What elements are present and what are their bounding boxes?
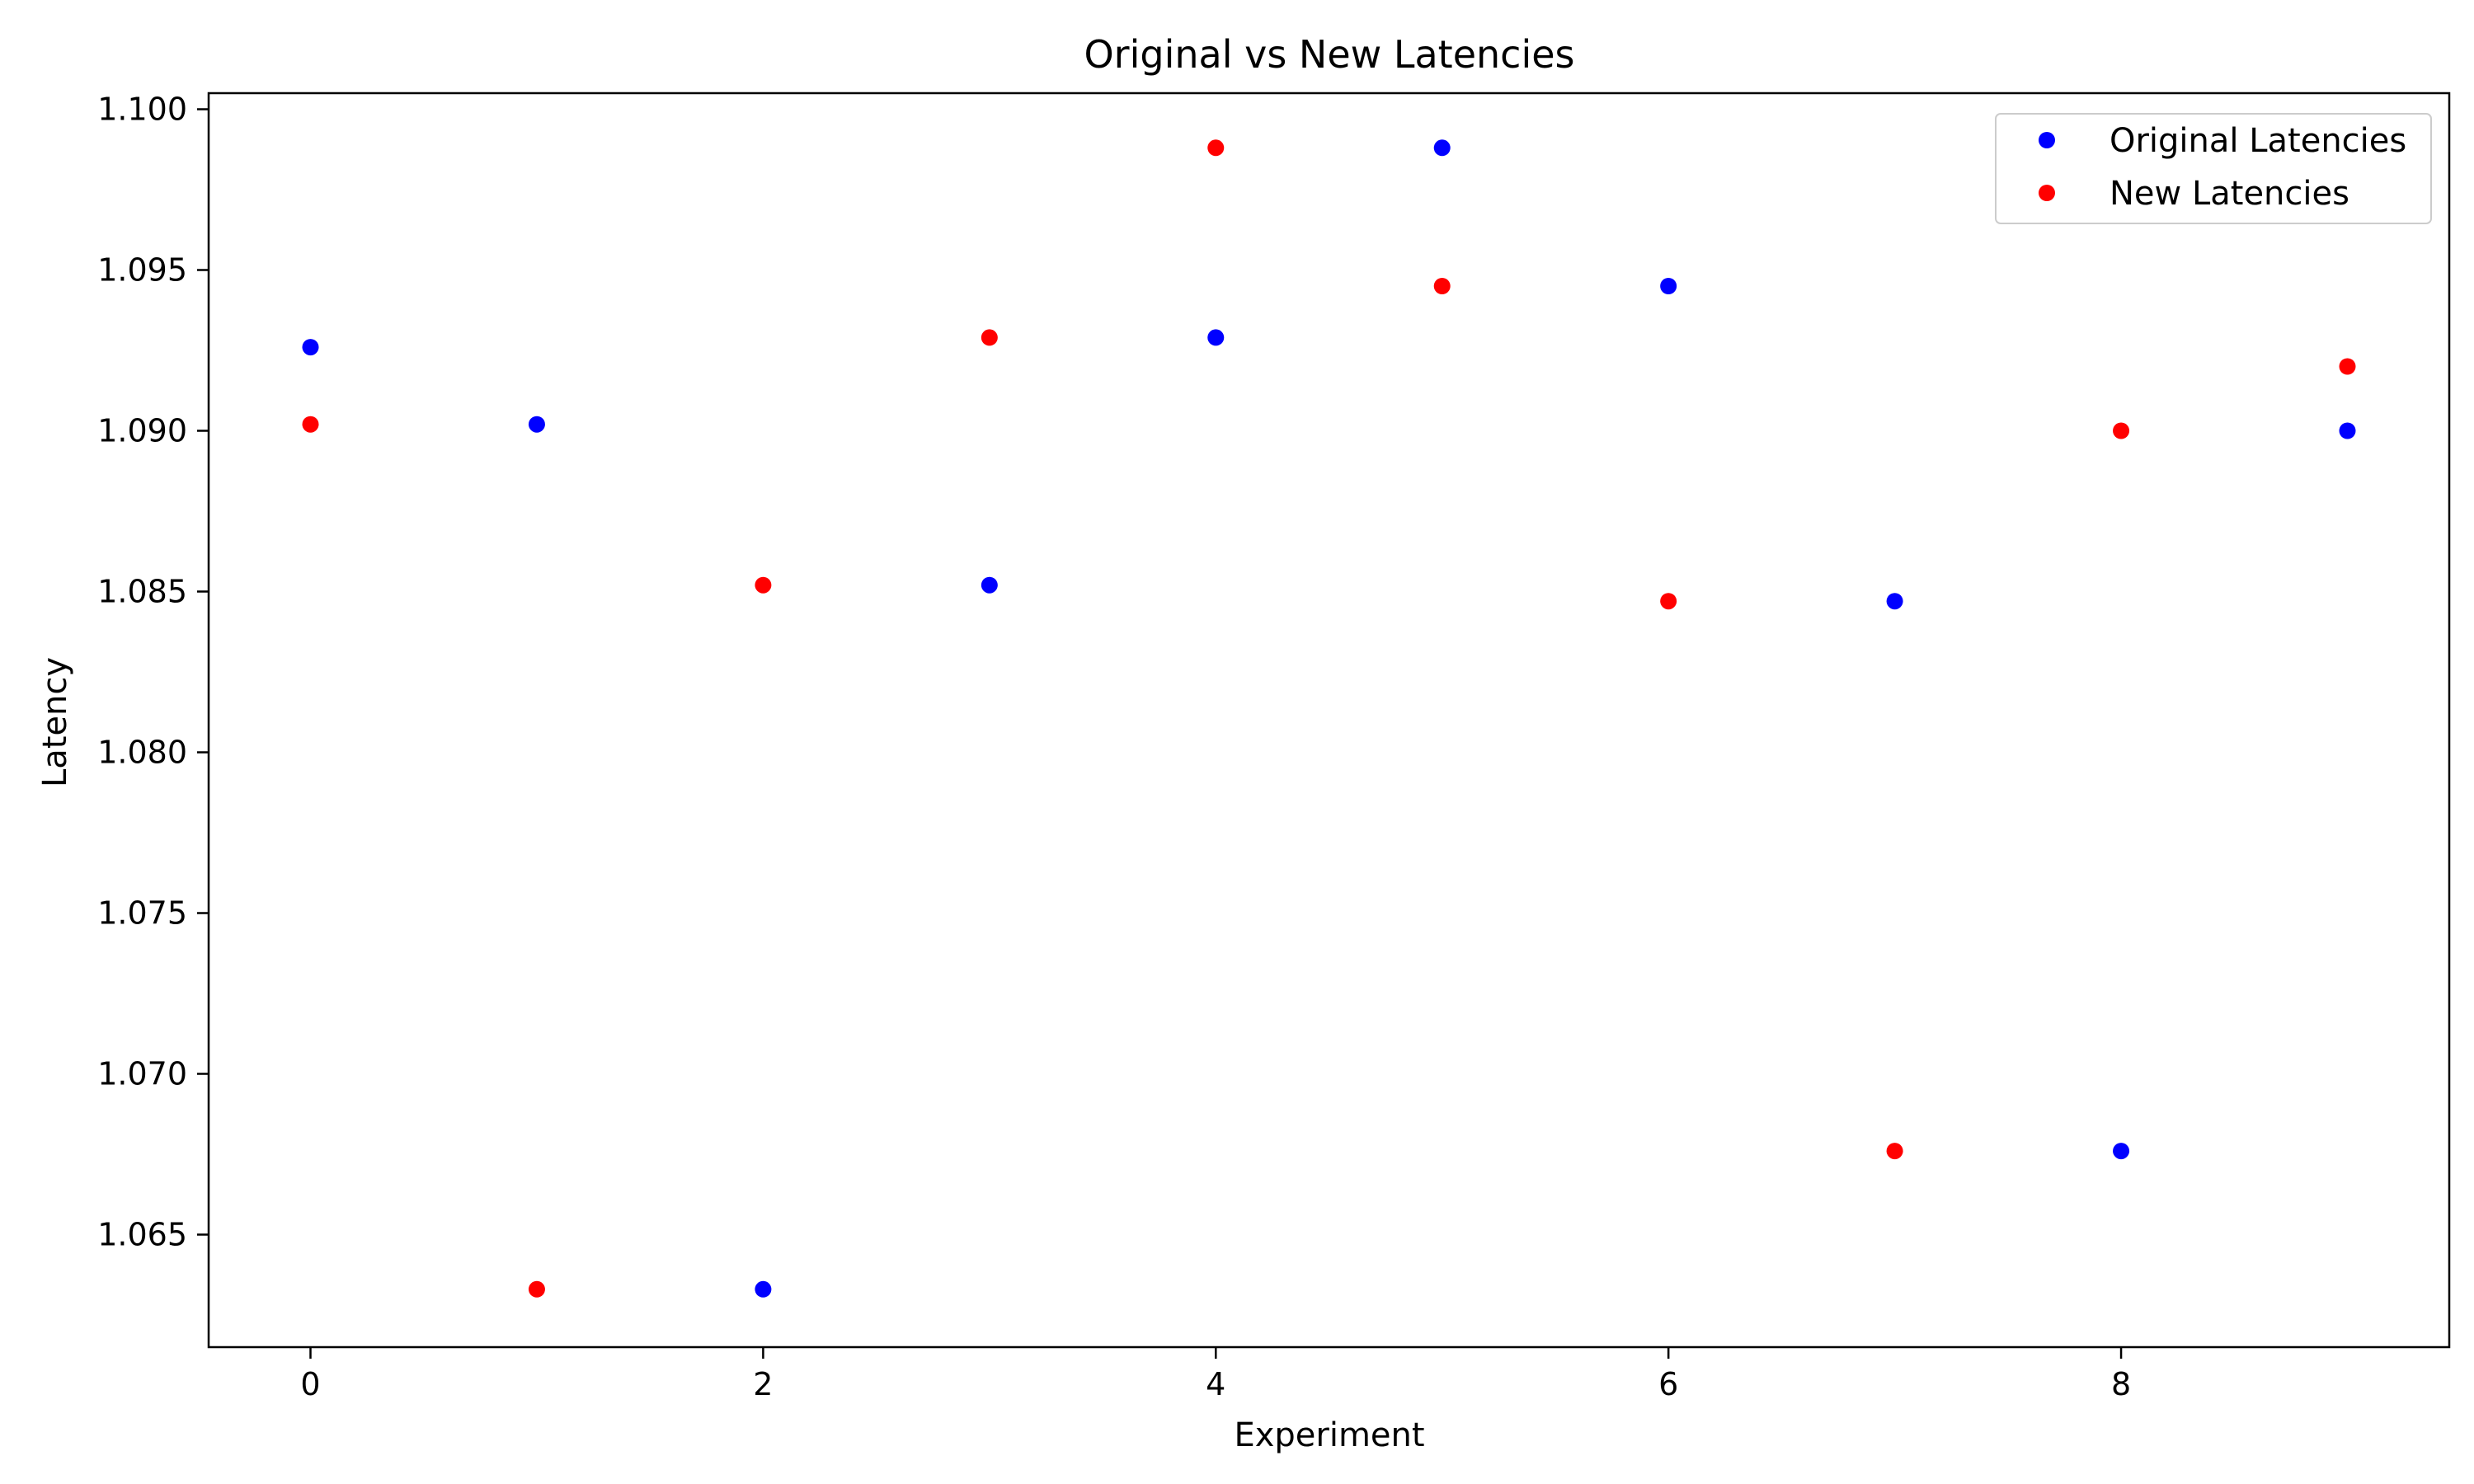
data-point [1207,139,1225,157]
data-point [2339,422,2356,439]
data-point [302,416,319,433]
y-axis-title: Latency [36,657,74,787]
x-tick-label: 4 [1206,1366,1225,1402]
data-point [528,1280,545,1298]
data-point [755,576,772,594]
y-tick-label: 1.085 [97,574,187,610]
x-tick-label: 0 [300,1366,320,1402]
data-point [1660,593,1677,610]
plot-frame [207,92,2451,1349]
data-point [1433,139,1451,157]
legend-label: New Latencies [2109,175,2349,213]
y-axis: 1.065 1.070 1.075 1.080 1.085 1.090 1.095 1.100 [97,92,209,1253]
data-point [528,416,545,433]
data-point [1886,1143,1903,1160]
data-point [1207,329,1225,346]
data-point [1886,593,1903,610]
x-axis: 0 2 4 6 8 [300,1347,2131,1402]
x-tick-label: 2 [753,1366,773,1402]
legend-label: Original Latencies [2109,122,2406,160]
x-tick-label: 6 [1658,1366,1678,1402]
y-tick-label: 1.075 [97,895,187,932]
x-axis-title: Experiment [1234,1416,1424,1454]
y-tick-label: 1.080 [97,735,187,771]
series-1 [302,139,2356,1298]
x-tick-label: 8 [2111,1366,2131,1402]
data-points [302,139,2356,1298]
data-point [981,576,998,594]
series-2 [302,139,2356,1298]
legend-marker [2039,185,2055,201]
y-tick-label: 1.090 [97,413,187,449]
data-point [2113,1143,2130,1160]
data-point [1433,278,1451,294]
data-point [981,329,998,346]
y-tick-label: 1.070 [97,1056,187,1092]
legend-marker [2039,132,2055,148]
legend-box [1995,113,2432,224]
y-tick-label: 1.100 [97,92,187,128]
data-point [1660,278,1677,294]
y-tick-label: 1.065 [97,1217,187,1253]
data-point [2113,422,2130,439]
data-point [2339,358,2356,375]
legend: Original Latencies New Latencies [1995,113,2432,224]
chart-title: Original vs New Latencies [1084,32,1574,77]
data-point [302,339,319,356]
y-tick-label: 1.095 [97,252,187,289]
data-point [755,1280,772,1298]
